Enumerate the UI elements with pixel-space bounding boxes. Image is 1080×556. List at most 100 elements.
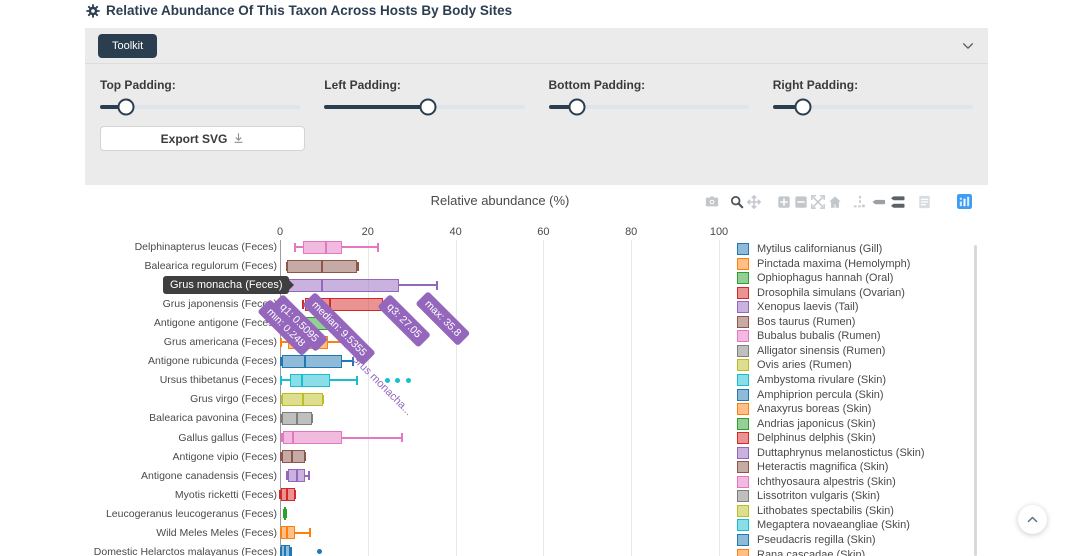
legend-item[interactable]: Alligator sinensis (Rumen) bbox=[737, 344, 885, 357]
whisker-cap bbox=[285, 261, 288, 271]
legend-label: Lissotriton vulgaris (Skin) bbox=[757, 490, 880, 503]
slider-thumb[interactable] bbox=[419, 98, 437, 116]
padding-slider[interactable] bbox=[324, 98, 525, 116]
legend-item[interactable]: Ovis aries (Rumen) bbox=[737, 359, 852, 372]
slider-thumb[interactable] bbox=[117, 98, 135, 116]
notes-icon[interactable] bbox=[918, 195, 931, 209]
toolkit-controls: Top Padding: Left Padding: Bottom Padding:… bbox=[85, 64, 988, 185]
whisker-cap bbox=[279, 413, 282, 423]
legend-item[interactable]: Mytilus californianus (Gill) bbox=[737, 243, 882, 255]
hover-compare-icon[interactable] bbox=[890, 195, 905, 209]
legend-label: Ichthyosaura alpestris (Skin) bbox=[757, 475, 896, 488]
gridline bbox=[455, 240, 457, 556]
legend-item[interactable]: Drosophila simulans (Ovarian) bbox=[737, 286, 905, 299]
y-axis-label: Grus americana (Feces) bbox=[163, 336, 277, 349]
legend-swatch bbox=[737, 490, 749, 503]
legend-item[interactable]: Anaxyrus boreas (Skin) bbox=[737, 403, 871, 416]
legend-swatch bbox=[737, 446, 749, 459]
padding-slider[interactable] bbox=[100, 98, 301, 116]
box[interactable] bbox=[282, 278, 399, 292]
chevron-down-icon[interactable] bbox=[961, 39, 975, 53]
hover-closest-icon[interactable] bbox=[871, 195, 886, 209]
legend-item[interactable]: Ophiophagus hannah (Oral) bbox=[737, 272, 893, 285]
legend-label: Drosophila simulans (Ovarian) bbox=[757, 286, 905, 299]
padding-slider[interactable] bbox=[548, 98, 749, 116]
legend-item[interactable]: Xenopus laevis (Tail) bbox=[737, 301, 859, 314]
x-tick-label: 80 bbox=[625, 226, 638, 238]
legend-swatch bbox=[737, 432, 749, 445]
legend-swatch bbox=[737, 359, 749, 372]
legend-item[interactable]: Bubalus bubalis (Rumen) bbox=[737, 330, 881, 343]
box-median-line bbox=[296, 411, 299, 425]
chart-title: Relative abundance (%) bbox=[430, 193, 570, 208]
legend-item[interactable]: Megaptera novaeangliae (Skin) bbox=[737, 519, 910, 532]
legend-item[interactable]: Amphiprion percula (Skin) bbox=[737, 388, 884, 401]
legend-swatch bbox=[737, 548, 749, 556]
y-axis-label: Antigone antigone (Feces) bbox=[153, 317, 277, 330]
legend-item[interactable]: Pseudacris regilla (Skin) bbox=[737, 534, 876, 546]
legend-item[interactable]: Ichthyosaura alpestris (Skin) bbox=[737, 475, 896, 488]
legend-item[interactable]: Lissotriton vulgaris (Skin) bbox=[737, 490, 880, 503]
zero-line bbox=[280, 240, 281, 556]
toolkit-button[interactable]: Toolkit bbox=[98, 33, 158, 58]
legend-swatch bbox=[737, 272, 749, 285]
outlier-point[interactable] bbox=[317, 549, 323, 555]
legend-item[interactable]: Ambystoma rivulare (Skin) bbox=[737, 373, 886, 386]
legend-item[interactable]: Delphinus delphis (Skin) bbox=[737, 432, 876, 445]
box-median-line bbox=[321, 259, 324, 273]
box[interactable] bbox=[281, 526, 295, 540]
legend-label: Rana cascadae (Skin) bbox=[757, 548, 866, 556]
slider-label: Top Padding: bbox=[100, 78, 176, 92]
autoscale-icon[interactable] bbox=[811, 194, 825, 209]
x-tick-label: 100 bbox=[709, 226, 729, 238]
zoom-icon[interactable] bbox=[730, 195, 744, 209]
spike-lines-icon[interactable] bbox=[853, 195, 867, 209]
y-axis-label: Delphinapterus leucas (Feces) bbox=[134, 241, 277, 253]
legend-item[interactable]: Andrias japonicus (Skin) bbox=[737, 417, 876, 430]
box[interactable] bbox=[283, 431, 342, 444]
legend-swatch bbox=[737, 403, 749, 416]
box-whisker bbox=[294, 246, 303, 248]
legend-item[interactable]: Duttaphrynus melanostictus (Skin) bbox=[737, 446, 925, 459]
slider-thumb[interactable] bbox=[794, 98, 812, 116]
whisker-cap bbox=[293, 242, 296, 252]
whisker-cap bbox=[279, 528, 282, 538]
box[interactable] bbox=[290, 373, 331, 387]
legend-item[interactable]: Pinctada maxima (Hemolymph) bbox=[737, 257, 910, 270]
outlier-point[interactable] bbox=[405, 377, 411, 383]
x-tick-label: 20 bbox=[361, 226, 374, 238]
zoom-in-icon[interactable] bbox=[777, 195, 791, 209]
x-tick-label: 60 bbox=[537, 226, 550, 238]
plotly-logo-icon[interactable] bbox=[957, 194, 972, 209]
outlier-point[interactable] bbox=[384, 377, 390, 383]
legend-scrollbar[interactable] bbox=[974, 245, 977, 556]
toolkit-header[interactable]: Toolkit bbox=[85, 28, 988, 64]
export-svg-button[interactable]: Export SVG bbox=[100, 126, 305, 151]
box-median-line bbox=[292, 431, 295, 444]
box[interactable] bbox=[302, 240, 342, 254]
legend-swatch bbox=[737, 257, 749, 270]
reset-axes-icon[interactable] bbox=[828, 195, 842, 209]
pan-icon[interactable] bbox=[747, 194, 761, 209]
legend-item[interactable]: Rana cascadae (Skin) bbox=[737, 548, 866, 556]
box[interactable] bbox=[281, 450, 306, 464]
outlier-point[interactable] bbox=[394, 377, 400, 383]
box-median-line bbox=[290, 450, 293, 464]
download-plot-icon[interactable] bbox=[705, 195, 719, 209]
legend-item[interactable]: Lithobates spectabilis (Skin) bbox=[737, 504, 894, 517]
box[interactable] bbox=[282, 354, 342, 368]
legend-item[interactable]: Bos taurus (Rumen) bbox=[737, 315, 855, 328]
y-axis-label: Balearica regulorum (Feces) bbox=[144, 260, 277, 273]
legend-label: Bubalus bubalis (Rumen) bbox=[757, 330, 881, 343]
legend-swatch bbox=[737, 301, 749, 314]
whisker-cap bbox=[280, 356, 283, 366]
zoom-out-icon[interactable] bbox=[794, 195, 808, 209]
padding-slider[interactable] bbox=[772, 98, 973, 116]
box-whisker bbox=[327, 341, 345, 344]
scroll-top-button[interactable] bbox=[1018, 505, 1047, 534]
legend-item[interactable]: Heteractis magnifica (Skin) bbox=[737, 461, 888, 474]
whisker-cap bbox=[281, 433, 284, 442]
page-title-row: Relative Abundance Of This Taxon Across … bbox=[86, 3, 512, 18]
slider-thumb[interactable] bbox=[568, 98, 586, 116]
legend-label: Delphinus delphis (Skin) bbox=[757, 432, 876, 445]
